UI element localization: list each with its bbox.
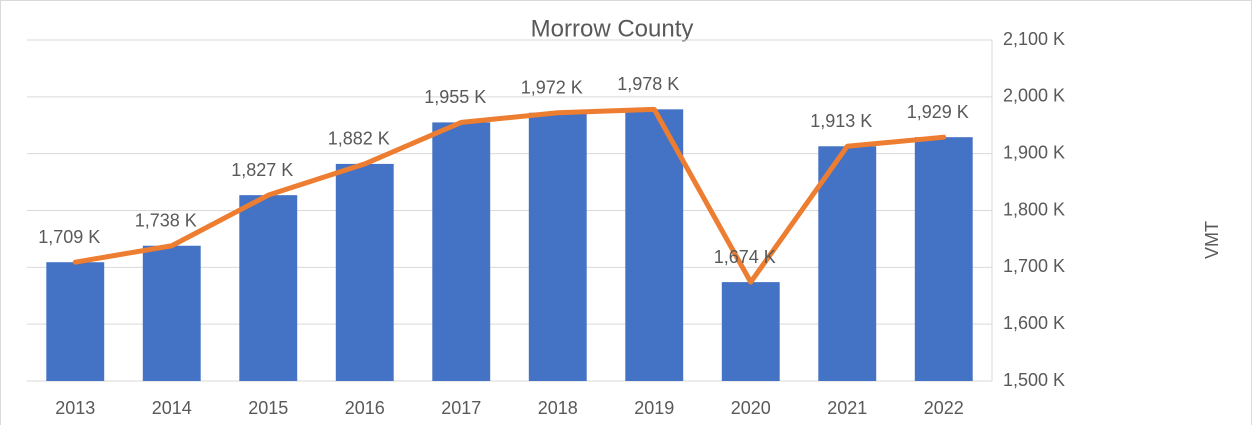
x-tick-label: 2017	[441, 398, 481, 418]
line	[72, 106, 947, 285]
bar	[528, 112, 587, 381]
data-label: 1,738 K	[135, 210, 197, 230]
data-label: 1,882 K	[328, 129, 390, 149]
x-tick-label: 2013	[55, 398, 95, 418]
bar	[625, 109, 684, 381]
bar	[432, 122, 491, 382]
y-tick-label: 1,700 K	[1003, 256, 1065, 276]
bar	[142, 245, 201, 381]
y-tick-label: 1,800 K	[1003, 199, 1065, 219]
data-label: 1,913 K	[810, 111, 872, 131]
x-tick-label: 2015	[248, 398, 288, 418]
data-label: 1,709 K	[38, 227, 100, 247]
data-label: 1,674 K	[714, 247, 776, 267]
x-tick-label: 2020	[731, 398, 771, 418]
chart-title: Morrow County	[531, 15, 694, 42]
y-tick-label: 2,100 K	[1003, 29, 1065, 49]
data-label: 1,978 K	[617, 74, 679, 94]
x-tick-label: 2022	[924, 398, 964, 418]
data-label: 1,955 K	[424, 87, 486, 107]
x-tick-label: 2018	[538, 398, 578, 418]
y-axis-label: VMT	[1202, 221, 1222, 259]
bar	[239, 195, 298, 381]
data-label: 1,827 K	[231, 160, 293, 180]
bar	[335, 163, 394, 381]
bar	[914, 137, 973, 381]
data-label: 1,929 K	[907, 102, 969, 122]
y-tick-label: 1,500 K	[1003, 370, 1065, 390]
bar	[818, 146, 877, 381]
data-label: 1,972 K	[521, 77, 583, 97]
bar	[46, 262, 105, 381]
x-tick-label: 2016	[345, 398, 385, 418]
y-tick-label: 1,900 K	[1003, 142, 1065, 162]
bar	[721, 282, 780, 381]
x-tick-label: 2014	[152, 398, 192, 418]
x-tick-label: 2019	[634, 398, 674, 418]
y-tick-label: 1,600 K	[1003, 313, 1065, 333]
y-tick-label: 2,000 K	[1003, 86, 1065, 106]
x-tick-label: 2021	[827, 398, 867, 418]
